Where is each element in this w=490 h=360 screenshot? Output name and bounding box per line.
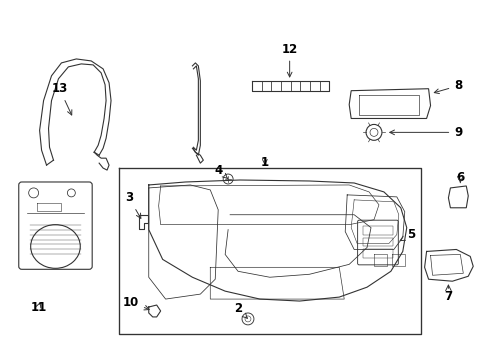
Text: 13: 13 <box>51 82 72 115</box>
Text: 1: 1 <box>261 156 269 168</box>
Text: 6: 6 <box>456 171 465 184</box>
Bar <box>363 226 393 235</box>
Text: 9: 9 <box>390 126 463 139</box>
Text: 3: 3 <box>125 192 141 218</box>
Text: 7: 7 <box>444 289 452 303</box>
Text: 8: 8 <box>434 79 463 94</box>
Bar <box>363 249 393 258</box>
Text: 2: 2 <box>234 302 247 318</box>
Text: 10: 10 <box>123 296 149 310</box>
Bar <box>363 238 393 247</box>
Text: 5: 5 <box>400 228 415 241</box>
Text: 11: 11 <box>30 301 47 314</box>
Text: 4: 4 <box>214 163 227 179</box>
Text: 12: 12 <box>282 42 298 77</box>
